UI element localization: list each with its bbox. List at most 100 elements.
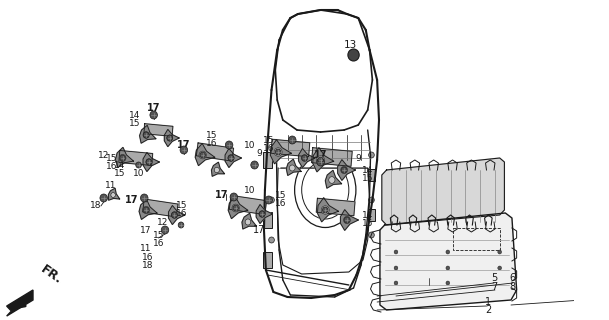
Circle shape	[150, 111, 158, 119]
Circle shape	[119, 155, 126, 162]
Polygon shape	[144, 124, 173, 136]
Circle shape	[180, 146, 188, 154]
Polygon shape	[337, 160, 356, 180]
Text: 16: 16	[143, 253, 153, 262]
Polygon shape	[119, 150, 153, 165]
Circle shape	[167, 135, 172, 141]
Circle shape	[232, 204, 239, 212]
Circle shape	[146, 159, 152, 165]
Text: 9: 9	[356, 154, 361, 163]
Circle shape	[341, 167, 347, 173]
Circle shape	[269, 152, 274, 158]
Circle shape	[251, 161, 258, 169]
Circle shape	[329, 177, 335, 183]
Polygon shape	[139, 199, 157, 220]
Text: 12: 12	[98, 150, 110, 159]
Circle shape	[340, 166, 348, 173]
Polygon shape	[312, 148, 352, 166]
Circle shape	[318, 157, 323, 163]
Text: 2: 2	[485, 305, 491, 315]
Text: 17: 17	[125, 195, 139, 205]
Text: 17: 17	[314, 150, 327, 160]
Circle shape	[301, 155, 308, 161]
Polygon shape	[325, 170, 342, 188]
Circle shape	[111, 193, 115, 197]
Polygon shape	[256, 204, 272, 223]
Polygon shape	[271, 139, 310, 157]
Text: 10: 10	[244, 140, 256, 149]
Circle shape	[301, 155, 308, 161]
Circle shape	[233, 205, 239, 211]
Bar	[368, 209, 375, 221]
Text: 16: 16	[105, 162, 117, 171]
Circle shape	[446, 250, 449, 254]
Circle shape	[394, 281, 398, 285]
Text: 1: 1	[485, 297, 491, 307]
Circle shape	[344, 217, 350, 223]
Text: 16: 16	[153, 238, 164, 247]
Text: 16: 16	[263, 143, 275, 153]
Circle shape	[289, 165, 295, 171]
Circle shape	[446, 281, 449, 285]
Text: 10: 10	[244, 186, 256, 195]
Text: 16: 16	[206, 139, 218, 148]
Text: 15: 15	[153, 230, 164, 239]
Text: 17: 17	[141, 226, 152, 235]
Text: 14: 14	[362, 211, 373, 220]
Circle shape	[143, 206, 150, 214]
Text: 14: 14	[114, 161, 125, 170]
Circle shape	[171, 212, 178, 218]
Circle shape	[230, 193, 238, 201]
Circle shape	[136, 162, 141, 168]
Polygon shape	[313, 148, 334, 172]
Text: 15: 15	[263, 135, 275, 145]
Circle shape	[200, 152, 205, 158]
Circle shape	[245, 219, 251, 225]
Text: FR.: FR.	[38, 263, 64, 287]
Polygon shape	[286, 159, 301, 175]
Circle shape	[146, 159, 152, 165]
Polygon shape	[242, 213, 256, 229]
Polygon shape	[380, 213, 516, 310]
Circle shape	[228, 155, 234, 161]
Polygon shape	[195, 143, 215, 166]
Text: 14: 14	[129, 110, 141, 119]
Text: 18: 18	[90, 201, 102, 210]
Text: 8: 8	[510, 282, 516, 292]
Text: 15: 15	[129, 118, 141, 127]
Circle shape	[167, 135, 172, 141]
Polygon shape	[225, 148, 241, 167]
Circle shape	[199, 151, 206, 159]
Polygon shape	[317, 198, 339, 222]
Text: 15: 15	[206, 131, 218, 140]
Polygon shape	[211, 162, 225, 176]
Polygon shape	[7, 290, 33, 316]
Text: 13: 13	[344, 40, 357, 50]
Circle shape	[368, 232, 375, 238]
Circle shape	[348, 49, 359, 61]
Circle shape	[368, 197, 375, 203]
Text: 17: 17	[215, 190, 228, 200]
Circle shape	[317, 156, 325, 164]
Circle shape	[446, 266, 449, 270]
Polygon shape	[169, 205, 185, 225]
Polygon shape	[108, 188, 119, 200]
Circle shape	[498, 250, 502, 254]
Circle shape	[322, 207, 328, 213]
Polygon shape	[316, 198, 355, 216]
Text: 12: 12	[157, 218, 169, 227]
Circle shape	[143, 132, 149, 138]
Circle shape	[100, 194, 107, 202]
Text: 15: 15	[362, 219, 373, 228]
Text: 14: 14	[362, 165, 373, 174]
Text: 17: 17	[147, 103, 160, 113]
Circle shape	[141, 194, 148, 202]
Circle shape	[259, 211, 265, 217]
Text: 11: 11	[105, 180, 116, 189]
Bar	[368, 169, 375, 181]
Text: 6: 6	[510, 273, 516, 283]
Text: 16: 16	[176, 209, 188, 218]
Text: 15: 15	[275, 190, 287, 199]
Bar	[452, 228, 499, 250]
Circle shape	[269, 237, 274, 243]
